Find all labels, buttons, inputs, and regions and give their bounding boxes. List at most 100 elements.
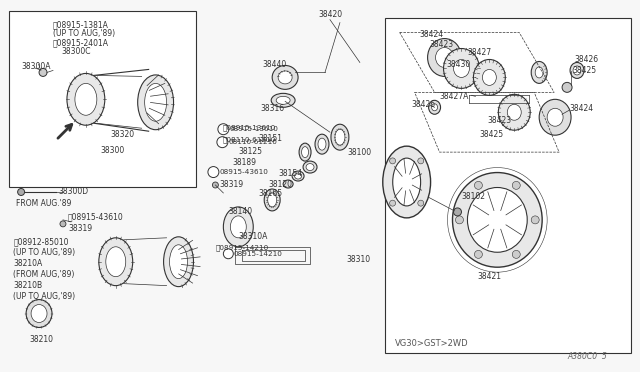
- Circle shape: [531, 216, 539, 224]
- Ellipse shape: [531, 61, 547, 83]
- Circle shape: [390, 158, 396, 164]
- Ellipse shape: [318, 138, 326, 150]
- Text: 38319: 38319: [220, 180, 243, 189]
- Ellipse shape: [431, 104, 438, 111]
- Text: 38319: 38319: [68, 224, 92, 233]
- Circle shape: [512, 182, 520, 189]
- Ellipse shape: [223, 207, 253, 247]
- Text: 38300A: 38300A: [21, 62, 51, 71]
- Text: 38423: 38423: [488, 116, 511, 125]
- Text: 38427A: 38427A: [440, 92, 469, 101]
- Circle shape: [418, 200, 424, 206]
- Ellipse shape: [547, 108, 563, 126]
- Ellipse shape: [436, 48, 454, 67]
- Circle shape: [18, 189, 24, 195]
- Text: A380C0  5: A380C0 5: [567, 352, 607, 361]
- Text: 38430: 38430: [447, 60, 471, 69]
- Ellipse shape: [170, 245, 188, 279]
- Ellipse shape: [301, 147, 308, 158]
- Circle shape: [208, 167, 219, 177]
- Text: 38426: 38426: [574, 55, 598, 64]
- Ellipse shape: [268, 193, 276, 207]
- Ellipse shape: [264, 189, 280, 211]
- Circle shape: [512, 250, 520, 259]
- Ellipse shape: [383, 146, 431, 218]
- Text: 38140: 38140: [228, 208, 252, 217]
- Ellipse shape: [299, 143, 311, 161]
- Ellipse shape: [164, 237, 193, 286]
- Text: (UP TO AUG,'89): (UP TO AUG,'89): [53, 29, 115, 38]
- Text: 38154: 38154: [278, 169, 302, 177]
- Text: ⓕ08915-43610: ⓕ08915-43610: [68, 212, 124, 221]
- Text: 38426: 38426: [412, 100, 436, 109]
- Text: ⓝ08912-85010: ⓝ08912-85010: [13, 237, 68, 246]
- Ellipse shape: [335, 129, 345, 145]
- Text: 08915-13610: 08915-13610: [229, 126, 278, 132]
- Ellipse shape: [303, 161, 317, 173]
- Circle shape: [60, 221, 66, 227]
- Ellipse shape: [272, 65, 298, 89]
- Text: 38425: 38425: [479, 130, 504, 139]
- Ellipse shape: [573, 66, 581, 75]
- Circle shape: [456, 216, 463, 224]
- Ellipse shape: [331, 124, 349, 150]
- Ellipse shape: [508, 104, 521, 120]
- Circle shape: [562, 82, 572, 92]
- Text: 08110-61210: 08110-61210: [228, 139, 277, 145]
- Text: ⒲08110-61210: ⒲08110-61210: [222, 137, 276, 144]
- Text: 08915-43610: 08915-43610: [220, 169, 268, 175]
- Circle shape: [418, 158, 424, 164]
- Text: Ⓠ08915-13610: Ⓠ08915-13610: [222, 124, 276, 131]
- Text: (UP TO AUG,'89): (UP TO AUG,'89): [13, 248, 76, 257]
- Ellipse shape: [75, 83, 97, 115]
- Text: 38125: 38125: [238, 147, 262, 155]
- Ellipse shape: [292, 171, 304, 181]
- Ellipse shape: [483, 70, 497, 86]
- Ellipse shape: [145, 83, 166, 121]
- Ellipse shape: [31, 305, 47, 323]
- Ellipse shape: [283, 180, 293, 188]
- Ellipse shape: [539, 99, 571, 135]
- Text: 38423: 38423: [429, 40, 454, 49]
- Text: Ⓠ08915-2401A: Ⓠ08915-2401A: [53, 38, 109, 47]
- Text: 38425: 38425: [572, 66, 596, 75]
- Ellipse shape: [306, 164, 314, 170]
- Ellipse shape: [271, 93, 295, 107]
- Ellipse shape: [429, 100, 440, 114]
- Text: 38189: 38189: [232, 158, 257, 167]
- Text: 38210: 38210: [29, 335, 53, 344]
- Circle shape: [390, 200, 396, 206]
- Text: 38210B: 38210B: [13, 281, 42, 290]
- Bar: [385, 17, 631, 353]
- Circle shape: [223, 249, 234, 259]
- Ellipse shape: [467, 187, 527, 252]
- Ellipse shape: [99, 238, 132, 286]
- Circle shape: [454, 208, 461, 216]
- Text: 38427: 38427: [467, 48, 492, 57]
- Ellipse shape: [499, 94, 530, 130]
- Text: 08915-14210: 08915-14210: [234, 251, 282, 257]
- Text: 38421: 38421: [477, 272, 501, 281]
- Text: 38424: 38424: [420, 30, 444, 39]
- Circle shape: [212, 182, 218, 188]
- Text: (UP TO AUG,'89): (UP TO AUG,'89): [13, 292, 76, 301]
- Text: 38310: 38310: [347, 255, 371, 264]
- Ellipse shape: [535, 67, 543, 78]
- Ellipse shape: [454, 60, 469, 77]
- Text: 38316: 38316: [260, 104, 284, 113]
- Ellipse shape: [452, 173, 542, 267]
- Ellipse shape: [138, 75, 173, 130]
- Text: 38151: 38151: [258, 134, 282, 143]
- Ellipse shape: [26, 299, 52, 327]
- Text: (FROM AUG,'89): (FROM AUG,'89): [13, 270, 74, 279]
- Ellipse shape: [67, 73, 105, 125]
- Text: Ⓠ08915-14210: Ⓠ08915-14210: [216, 244, 269, 251]
- Ellipse shape: [474, 60, 506, 95]
- Text: 38440: 38440: [262, 60, 287, 69]
- Circle shape: [474, 182, 483, 189]
- Text: 38424: 38424: [569, 104, 593, 113]
- Ellipse shape: [393, 158, 420, 206]
- Text: FROM AUG.'89: FROM AUG.'89: [16, 199, 72, 208]
- Ellipse shape: [106, 247, 125, 277]
- Text: 38300D: 38300D: [58, 187, 88, 196]
